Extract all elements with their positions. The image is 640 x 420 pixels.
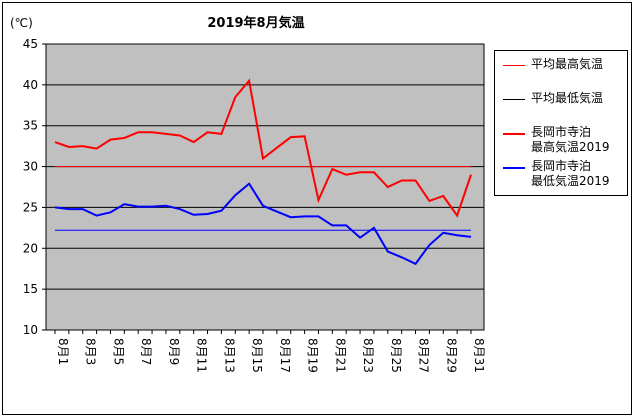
x-tick-label: 8月11 <box>195 338 209 373</box>
y-tick-label: 40 <box>23 78 38 92</box>
y-tick-label: 45 <box>23 37 38 51</box>
y-tick-label: 15 <box>23 282 38 296</box>
x-tick-label: 8月31 <box>472 338 486 373</box>
x-tick-label: 8月27 <box>417 338 431 373</box>
legend-label: 平均最高気温 <box>531 57 604 71</box>
plot-area <box>45 43 485 331</box>
legend-label: 平均最低気温 <box>531 91 604 105</box>
y-axis-label: (℃) <box>10 16 33 30</box>
legend-swatch <box>503 65 525 66</box>
legend: 平均最高気温 平均最低気温 長岡市寺泊 最高気温2019 長岡市寺泊 最低気温2… <box>494 50 628 196</box>
y-tick-label: 25 <box>23 200 38 214</box>
y-tick-label: 35 <box>23 119 38 133</box>
y-tick-label: 30 <box>23 160 38 174</box>
x-tick-label: 8月5 <box>111 338 125 365</box>
x-tick-label: 8月19 <box>306 338 320 373</box>
legend-label: 長岡市寺泊 最低気温2019 <box>531 159 610 188</box>
legend-swatch <box>503 133 525 135</box>
legend-label: 長岡市寺泊 最高気温2019 <box>531 125 610 154</box>
x-tick-label: 8月29 <box>444 338 458 373</box>
y-tick-label: 10 <box>23 323 38 337</box>
x-tick-label: 8月17 <box>278 338 292 373</box>
x-tick-label: 8月3 <box>84 338 98 365</box>
legend-swatch <box>503 167 525 169</box>
x-tick-label: 8月23 <box>361 338 375 373</box>
x-tick-label: 8月7 <box>139 338 153 365</box>
x-tick-label: 8月9 <box>167 338 181 365</box>
x-tick-label: 8月15 <box>250 338 264 373</box>
chart-title: 2019年8月気温 <box>207 15 304 31</box>
x-tick-label: 8月21 <box>333 338 347 373</box>
x-tick-label: 8月25 <box>389 338 403 373</box>
x-tick-label: 8月1 <box>56 338 70 365</box>
x-tick-label: 8月13 <box>222 338 236 373</box>
legend-swatch <box>503 99 525 100</box>
y-tick-label: 20 <box>23 241 38 255</box>
